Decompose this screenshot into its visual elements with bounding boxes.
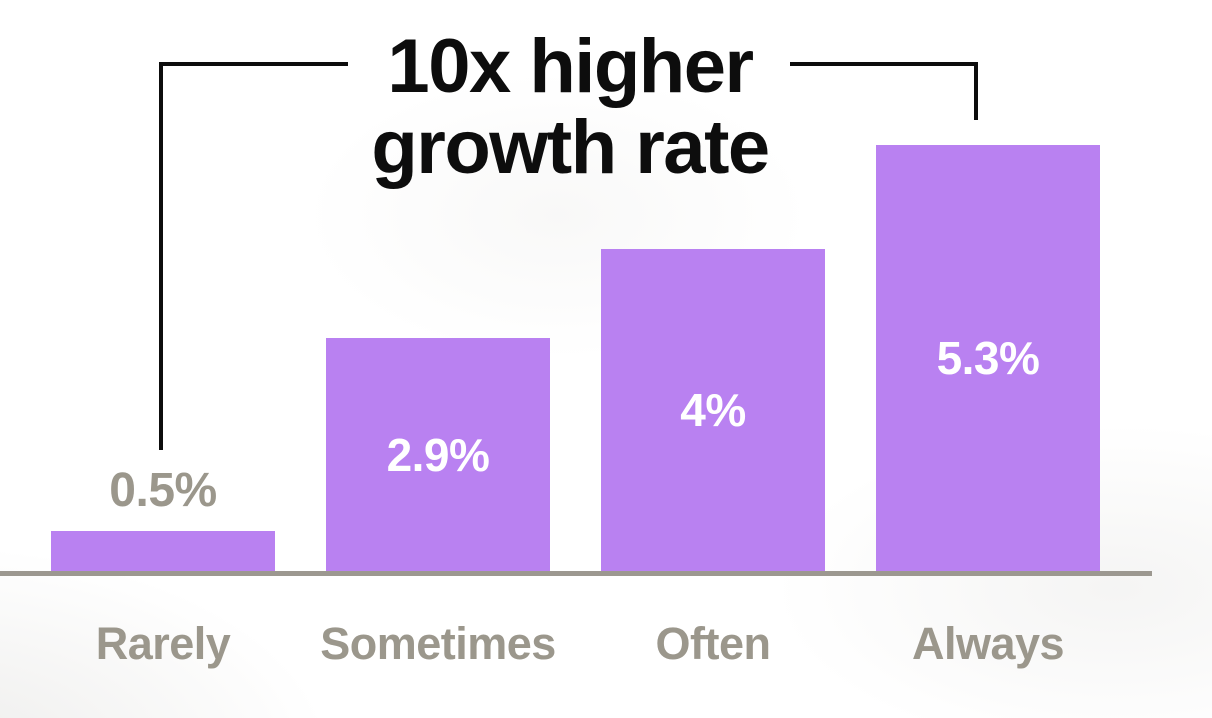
x-axis-line <box>0 571 1152 576</box>
bar: 2.9% <box>326 338 550 571</box>
bar-value-label: 2.9% <box>386 428 490 481</box>
category-label: Often <box>655 618 772 669</box>
left-bracket-horizontal-line <box>159 62 348 66</box>
bar-value-label: 0.5% <box>109 464 217 517</box>
chart-title-line-2: growth rate <box>371 105 770 191</box>
bar: 5.3% <box>876 145 1100 571</box>
left-bracket-vertical-line <box>159 62 163 450</box>
chart-title-line-1: 10x higher <box>387 24 754 109</box>
right-bracket-horizontal-line <box>790 62 978 66</box>
right-bracket-vertical-line <box>974 62 978 120</box>
bar-value-label: 4% <box>680 384 746 436</box>
category-label: Always <box>911 618 1065 669</box>
bar <box>51 531 275 571</box>
category-label: Rarely <box>95 618 231 669</box>
bar: 4% <box>601 249 825 571</box>
chart-title: 10x higher growth rate <box>270 26 870 189</box>
bar-value-label: 5.3% <box>936 332 1040 384</box>
category-label: Sometimes <box>320 618 556 669</box>
